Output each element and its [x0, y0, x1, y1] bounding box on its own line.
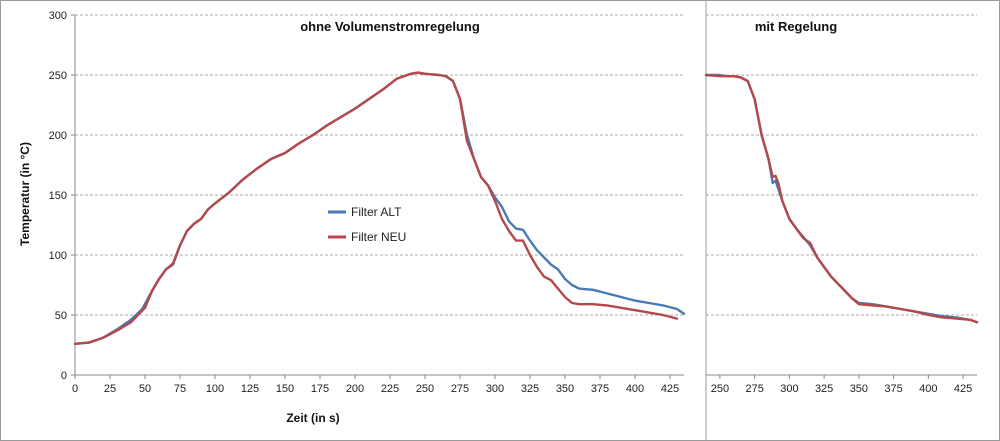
x-tick-label-left-150: 150: [276, 383, 294, 395]
series-line-right-filter-neu: [704, 73, 979, 324]
chart-title-right: mit Regelung: [755, 19, 837, 34]
x-tick-label-right-375: 375: [884, 383, 902, 395]
x-axis-label: Zeit (in s): [286, 411, 339, 425]
x-tick-label-left-300: 300: [486, 383, 504, 395]
y-tick-label-250: 250: [49, 70, 67, 82]
x-tick-label-left-125: 125: [241, 383, 259, 395]
y-tick-label-0: 0: [61, 370, 67, 382]
series-line-right-filter-alt: [704, 73, 979, 324]
x-tick-label-left-250: 250: [416, 383, 434, 395]
x-tick-label-left-275: 275: [451, 383, 469, 395]
x-tick-label-left-25: 25: [104, 383, 116, 395]
panel-left-series: [73, 71, 686, 345]
chart-title-left: ohne Volumenstromregelung: [300, 19, 480, 34]
x-tick-label-left-375: 375: [591, 383, 609, 395]
panel-right-axes: 250 275 300 325 350 375 400 425: [706, 374, 977, 395]
panel-right-series: [704, 73, 979, 324]
x-tick-label-left-0: 0: [72, 383, 78, 395]
x-tick-label-left-225: 225: [381, 383, 399, 395]
x-tick-label-left-400: 400: [626, 383, 644, 395]
y-axis-label: Temperatur (in °C): [18, 142, 32, 246]
legend-label-filter-alt: Filter ALT: [351, 205, 402, 219]
x-tick-label-left-75: 75: [174, 383, 186, 395]
x-tick-label-right-350: 350: [850, 383, 868, 395]
x-tick-label-left-100: 100: [206, 383, 224, 395]
y-tick-label-100: 100: [49, 250, 67, 262]
legend-label-filter-neu: Filter NEU: [351, 230, 406, 244]
y-tick-label-150: 150: [49, 190, 67, 202]
x-tick-label-left-425: 425: [661, 383, 679, 395]
x-tick-label-right-400: 400: [919, 383, 937, 395]
x-tick-label-left-325: 325: [521, 383, 539, 395]
y-tick-label-300: 300: [49, 10, 67, 22]
x-tick-label-left-350: 350: [556, 383, 574, 395]
x-tick-label-left-175: 175: [311, 383, 329, 395]
x-tick-label-left-200: 200: [346, 383, 364, 395]
x-tick-label-right-425: 425: [954, 383, 972, 395]
panel-left-axes: 0 50 100 150 200 250 300 0 25 50 75 100 125 150 175 200…: [49, 10, 684, 395]
legend: Filter ALT Filter NEU: [328, 205, 406, 244]
x-tick-label-left-50: 50: [139, 383, 151, 395]
series-line-left-filter-neu: [73, 71, 679, 345]
x-tick-label-right-300: 300: [780, 383, 798, 395]
y-tick-label-50: 50: [55, 310, 67, 322]
x-tick-label-right-250: 250: [711, 383, 729, 395]
y-tick-label-200: 200: [49, 130, 67, 142]
x-tick-label-right-325: 325: [815, 383, 833, 395]
x-tick-label-right-275: 275: [745, 383, 763, 395]
panel-right-grid: [706, 14, 977, 316]
